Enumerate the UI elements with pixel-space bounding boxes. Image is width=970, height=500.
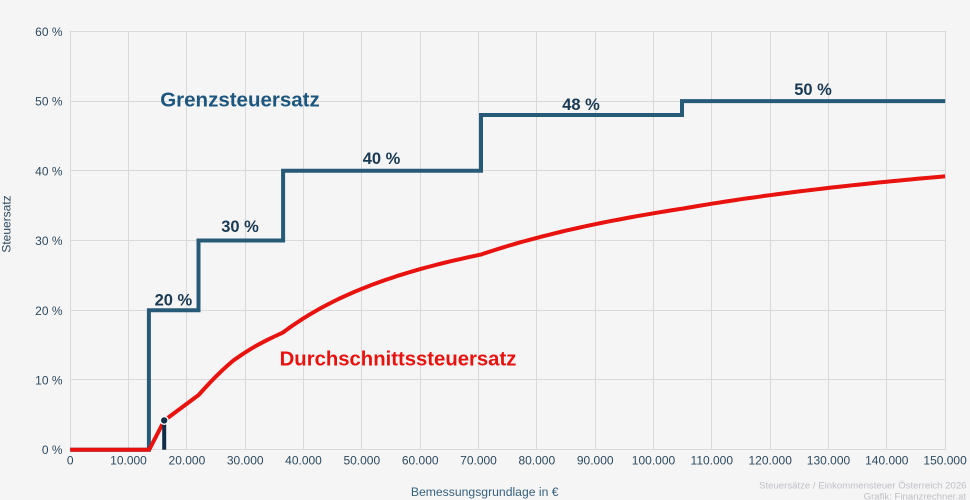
svg-text:40.000: 40.000 xyxy=(285,454,322,468)
svg-text:100.000: 100.000 xyxy=(632,454,676,468)
svg-text:50.000: 50.000 xyxy=(343,454,380,468)
svg-text:30 %: 30 % xyxy=(35,234,63,248)
svg-text:Grenzsteuersatz: Grenzsteuersatz xyxy=(160,89,320,112)
svg-text:Bemessungsgrundlage in €: Bemessungsgrundlage in € xyxy=(411,485,559,499)
svg-text:10 %: 10 % xyxy=(35,374,63,388)
svg-text:10.000: 10.000 xyxy=(110,454,147,468)
svg-text:70.000: 70.000 xyxy=(460,454,497,468)
svg-text:60 %: 60 % xyxy=(35,25,63,39)
svg-text:110.000: 110.000 xyxy=(691,454,734,468)
svg-text:20.000: 20.000 xyxy=(169,454,206,468)
svg-text:80.000: 80.000 xyxy=(518,454,555,468)
svg-text:50 %: 50 % xyxy=(794,81,832,99)
svg-text:30.000: 30.000 xyxy=(227,454,264,468)
svg-text:20 %: 20 % xyxy=(35,304,63,318)
svg-text:130.000: 130.000 xyxy=(807,454,851,468)
svg-text:50 %: 50 % xyxy=(35,95,63,109)
svg-text:48 %: 48 % xyxy=(562,96,600,114)
svg-text:120.000: 120.000 xyxy=(749,454,793,468)
svg-text:140.000: 140.000 xyxy=(865,454,909,468)
svg-text:Grafik: Finanzrechner.at: Grafik: Finanzrechner.at xyxy=(864,492,967,500)
svg-text:150.000: 150.000 xyxy=(923,454,967,468)
svg-text:20 %: 20 % xyxy=(155,291,193,309)
svg-text:30 %: 30 % xyxy=(221,218,259,236)
svg-text:Steuersatz: Steuersatz xyxy=(0,195,14,252)
svg-text:0 %: 0 % xyxy=(42,443,63,457)
svg-text:90.000: 90.000 xyxy=(577,454,614,468)
svg-text:Durchschnittssteuersatz: Durchschnittssteuersatz xyxy=(280,349,517,371)
svg-text:40 %: 40 % xyxy=(35,164,63,178)
svg-text:40 %: 40 % xyxy=(363,150,401,168)
svg-text:60.000: 60.000 xyxy=(402,454,439,468)
svg-text:Steuersätze / Einkommensteuer: Steuersätze / Einkommensteuer Österreich… xyxy=(759,481,966,492)
svg-text:0: 0 xyxy=(67,454,74,468)
